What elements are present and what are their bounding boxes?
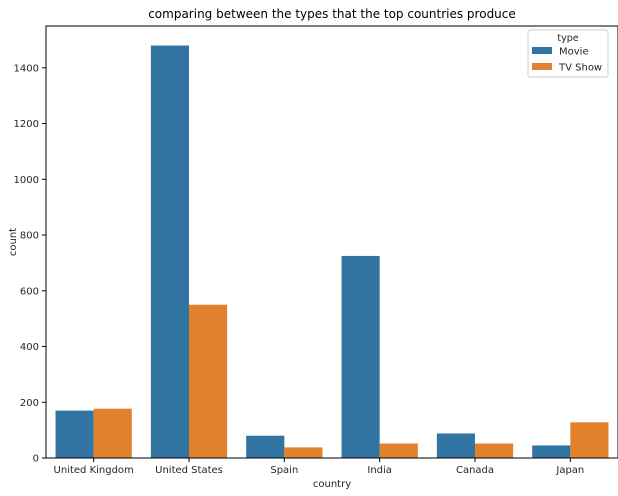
- x-tick-label: Spain: [270, 465, 298, 476]
- y-tick-label: 400: [20, 342, 39, 353]
- y-tick-label: 200: [20, 398, 39, 409]
- bar-tv-show-japan: [570, 422, 609, 458]
- x-axis: United Kingdom United States Spain India Can…: [54, 458, 584, 476]
- y-tick-label: 1400: [14, 63, 39, 74]
- bar-tv-show-india: [379, 443, 418, 458]
- y-tick-label: 600: [20, 286, 39, 297]
- legend-items: Movie TV Show: [532, 47, 602, 74]
- legend-title: type: [557, 33, 578, 44]
- legend-swatch-tv-show: [532, 63, 552, 70]
- y-tick-label: 1000: [14, 175, 39, 186]
- x-tick-label: United States: [155, 465, 223, 476]
- bar-tv-show-spain: [284, 447, 323, 458]
- y-tick-label: 800: [20, 231, 39, 242]
- y-axis-label: count: [8, 228, 19, 256]
- y-axis: 0 200 400 600 800 1000 1200 1400: [14, 63, 46, 465]
- bar-tv-show-canada: [475, 443, 514, 458]
- legend: type Movie TV Show: [527, 29, 609, 78]
- bar-tv-show-united-kingdom: [93, 408, 132, 458]
- legend-label-movie: Movie: [559, 47, 589, 58]
- plot-frame-outline: [45, 25, 618, 459]
- bar-movie-spain: [246, 435, 285, 458]
- y-tick-label: 0: [33, 454, 39, 465]
- bar-movie-india: [341, 255, 380, 458]
- bars: [45, 25, 618, 459]
- chart-title: comparing between the types that the top…: [148, 7, 516, 21]
- legend-label-tv-show: TV Show: [558, 63, 602, 74]
- bar-movie-canada: [436, 433, 475, 458]
- x-tick-label: India: [367, 465, 392, 476]
- x-axis-label: country: [313, 479, 351, 490]
- x-tick-label: Canada: [456, 465, 494, 476]
- y-tick-label: 1200: [14, 119, 39, 130]
- x-tick-label: Japan: [555, 465, 584, 476]
- legend-swatch-movie: [532, 47, 552, 54]
- bar-tv-show-united-states: [189, 304, 228, 458]
- bar-movie-japan: [532, 445, 571, 458]
- bar-movie-united-states: [150, 45, 189, 459]
- plot-area: [45, 25, 618, 459]
- bar-movie-united-kingdom: [55, 410, 94, 458]
- plot-frame: [45, 25, 618, 459]
- x-tick-label: United Kingdom: [54, 465, 134, 476]
